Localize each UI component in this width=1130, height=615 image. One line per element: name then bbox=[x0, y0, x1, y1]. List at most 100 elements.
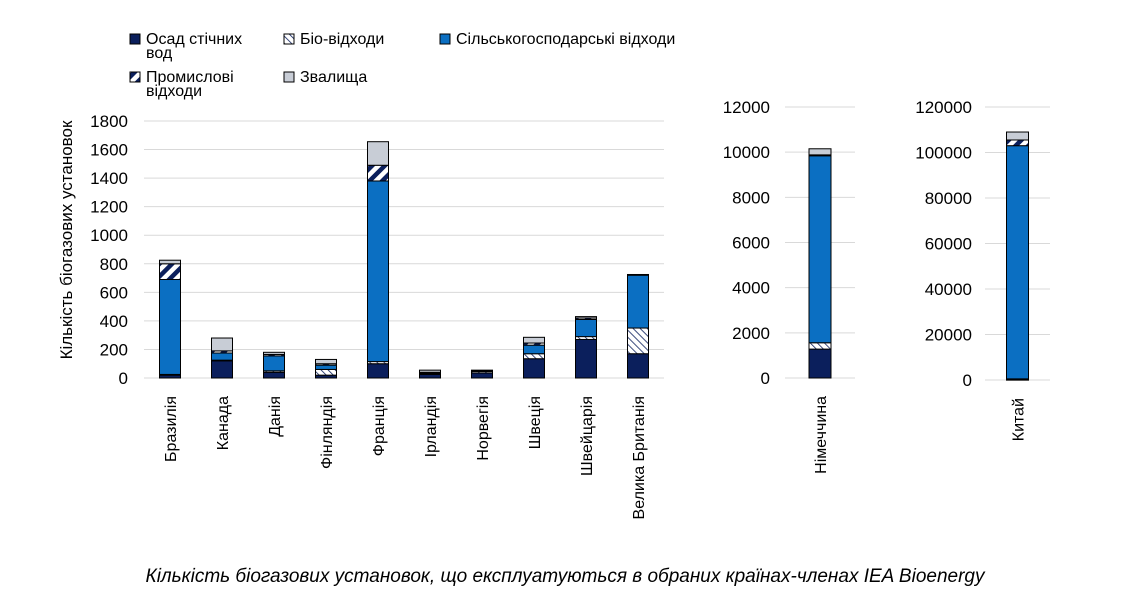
bar-segment-bio bbox=[315, 368, 337, 376]
y-tick-label: 1000 bbox=[90, 226, 128, 245]
bar-stack bbox=[263, 351, 285, 379]
bar-stack bbox=[159, 259, 181, 379]
bar-segment-sewage bbox=[808, 348, 832, 379]
bar-segment-landfill bbox=[367, 141, 389, 166]
legend-item-landfill: Звалища bbox=[283, 69, 367, 86]
y-tick-label: 10000 bbox=[723, 143, 770, 162]
legend-swatch-industrial bbox=[129, 71, 141, 83]
bar-segment-sewage bbox=[575, 338, 597, 379]
y-tick-label: 40000 bbox=[925, 280, 972, 299]
bar-segment-agri bbox=[627, 274, 649, 329]
bar-stack bbox=[211, 337, 233, 379]
y-tick-label: 1600 bbox=[90, 141, 128, 160]
bar-stack bbox=[575, 316, 597, 379]
legend-swatch-agri bbox=[439, 33, 451, 45]
legend-label-bio: Біо-відходи bbox=[300, 31, 384, 48]
y-tick-label: 600 bbox=[100, 283, 128, 302]
y-tick-label: 400 bbox=[100, 312, 128, 331]
x-tick-label: Ірландія bbox=[423, 396, 440, 457]
y-tick-label: 1400 bbox=[90, 169, 128, 188]
bar-segment-sewage bbox=[523, 358, 545, 379]
legend-label-agri: Сільськогосподарські відходи bbox=[456, 31, 675, 48]
bar-segment-landfill bbox=[523, 336, 545, 344]
y-tick-label: 0 bbox=[963, 371, 972, 390]
chart-panel-1: 0 200 400 600 800 1000 1200 1400 1600 1800 Бразилі… bbox=[90, 112, 664, 519]
y-tick-label: 100000 bbox=[915, 144, 972, 163]
y-tick-label: 8000 bbox=[732, 188, 770, 207]
bar-segment-bio bbox=[808, 342, 832, 350]
bar-segment-sewage bbox=[471, 372, 493, 379]
y-tick-label: 4000 bbox=[732, 279, 770, 298]
bar-segment-industrial bbox=[627, 273, 649, 276]
figure-caption: Кількість біогазових установок, що експл… bbox=[145, 566, 985, 587]
x-tick-label: Франція bbox=[371, 396, 388, 456]
legend-swatch-sewage bbox=[129, 33, 141, 45]
bar-segment-sewage bbox=[367, 363, 389, 379]
y-tick-label: 800 bbox=[100, 255, 128, 274]
bar-segment-landfill bbox=[159, 259, 181, 265]
x-tick-label: Швейцарія bbox=[579, 396, 596, 476]
legend-swatch-bio bbox=[283, 33, 295, 45]
bar-segment-sewage bbox=[627, 353, 649, 379]
y-tick-label: 1800 bbox=[90, 112, 128, 131]
y-tick-label: 0 bbox=[761, 369, 770, 388]
legend-label-sewage: вод bbox=[146, 45, 173, 62]
bar-segment-landfill bbox=[808, 148, 832, 156]
bar-segment-agri bbox=[367, 180, 389, 363]
x-tick-label: Велика Британія bbox=[631, 396, 648, 519]
bar-stack bbox=[1006, 131, 1029, 381]
legend-label-sewage: Осад стічних bbox=[146, 31, 242, 48]
bar-segment-agri bbox=[159, 278, 181, 375]
y-tick-label: 20000 bbox=[925, 326, 972, 345]
x-tick-label: Китай bbox=[1011, 398, 1028, 441]
legend-label-landfill: Звалища bbox=[300, 69, 367, 86]
bar-segment-landfill bbox=[315, 358, 337, 365]
bar-segment-industrial bbox=[159, 263, 181, 280]
chart-panel-2: 0 2000 4000 6000 8000 10000 12000 Німеччина bbox=[723, 98, 855, 474]
bar-segment-bio bbox=[627, 327, 649, 355]
x-tick-label: Німеччина bbox=[813, 396, 830, 474]
y-tick-label: 0 bbox=[119, 369, 128, 388]
bar-segment-industrial bbox=[471, 369, 493, 372]
chart-panel-3: 0 20000 40000 60000 80000 100000 120000 Китай bbox=[915, 98, 1050, 441]
y-tick-label: 6000 bbox=[732, 234, 770, 253]
legend-label-industrial: Промислові bbox=[146, 69, 234, 86]
bar-segment-sewage bbox=[419, 373, 441, 379]
bar-segment-bio bbox=[523, 353, 545, 360]
bar-segment-agri bbox=[315, 364, 337, 370]
x-tick-label: Бразилія bbox=[163, 396, 180, 462]
legend-item-agri: Сільськогосподарські відходи bbox=[439, 31, 675, 48]
y-axis-title: Кількість біогазових установок bbox=[57, 120, 76, 359]
x-tick-label: Норвегія bbox=[475, 396, 492, 461]
x-tick-label: Фінляндія bbox=[319, 396, 336, 469]
bar-segment-landfill bbox=[419, 369, 441, 373]
bar-segment-sewage bbox=[263, 371, 285, 379]
y-tick-label: 60000 bbox=[925, 235, 972, 254]
bar-segment-agri bbox=[211, 352, 233, 361]
bar-segment-agri bbox=[523, 344, 545, 355]
y-tick-label: 120000 bbox=[915, 98, 972, 117]
bar-segment-industrial bbox=[367, 164, 389, 182]
x-tick-label: Швеція bbox=[527, 396, 544, 449]
bar-stack bbox=[471, 369, 493, 379]
y-tick-label: 1200 bbox=[90, 198, 128, 217]
bar-stack bbox=[523, 336, 545, 379]
legend-swatch-landfill bbox=[283, 71, 295, 83]
bar-segment-agri bbox=[575, 318, 597, 338]
bar-stack bbox=[367, 141, 389, 379]
x-tick-label: Канада bbox=[215, 396, 232, 450]
bar-segment-landfill bbox=[575, 316, 597, 319]
x-tick-label: Данія bbox=[267, 396, 284, 437]
bar-segment-agri bbox=[808, 155, 832, 344]
y-tick-label: 80000 bbox=[925, 189, 972, 208]
bar-stack bbox=[419, 369, 441, 379]
bar-segment-industrial bbox=[1006, 139, 1029, 147]
y-tick-label: 200 bbox=[100, 340, 128, 359]
bar-stack bbox=[315, 358, 337, 379]
legend-label-industrial: відходи bbox=[146, 83, 202, 100]
legend-item-bio: Біо-відходи bbox=[283, 31, 384, 48]
